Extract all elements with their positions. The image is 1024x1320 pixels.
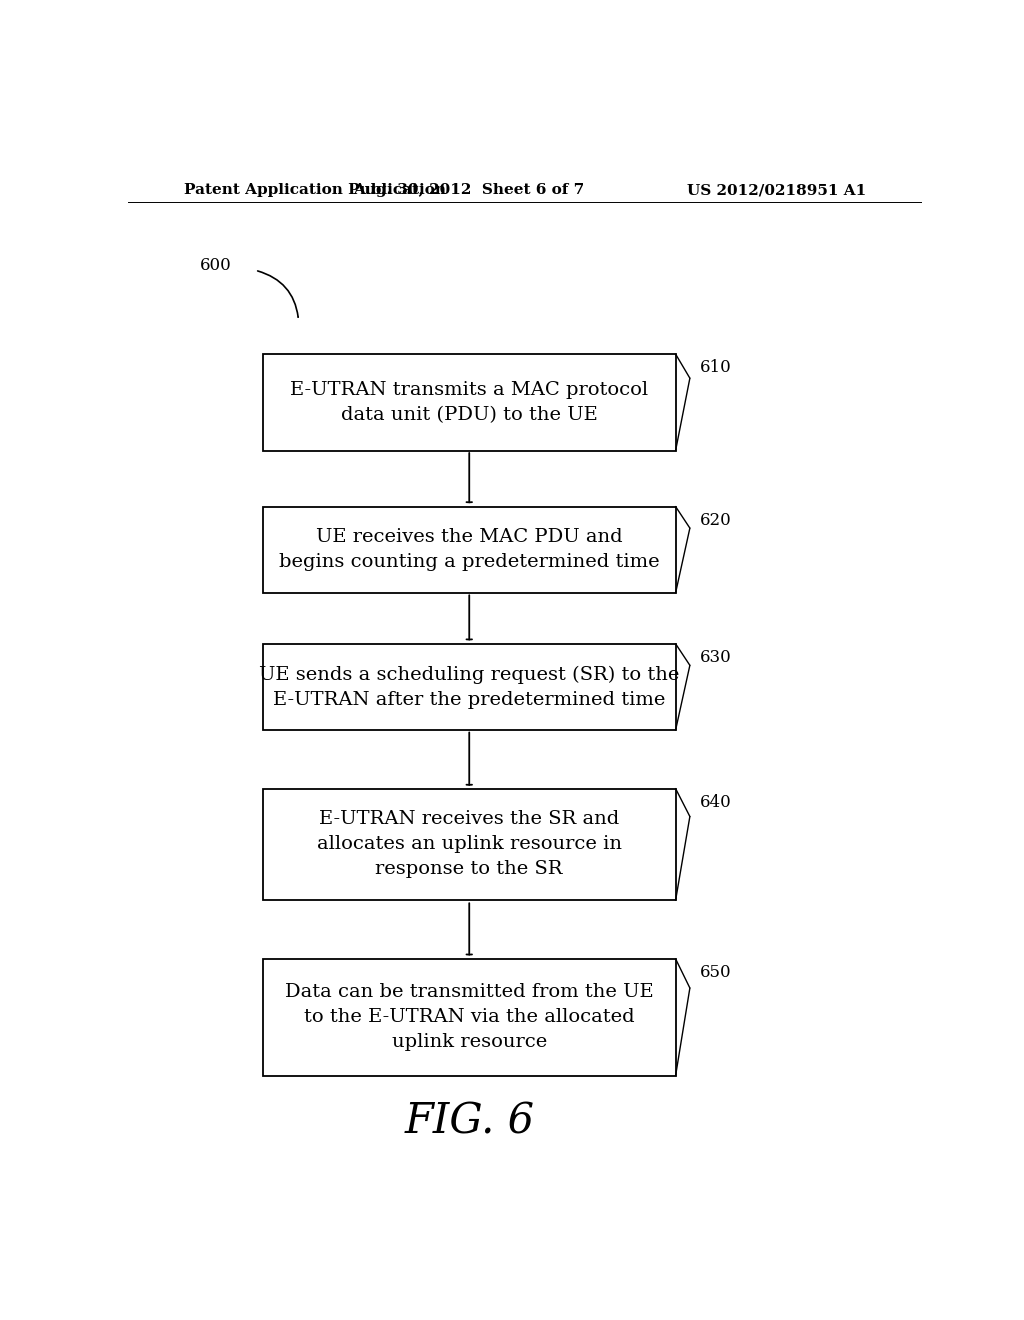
Text: 640: 640 [699,793,731,810]
Text: FIG. 6: FIG. 6 [404,1101,535,1143]
FancyBboxPatch shape [263,644,676,730]
Text: UE sends a scheduling request (SR) to the
E-UTRAN after the predetermined time: UE sends a scheduling request (SR) to th… [259,665,680,709]
Text: 620: 620 [699,512,731,528]
FancyBboxPatch shape [263,507,676,593]
Text: UE receives the MAC PDU and
begins counting a predetermined time: UE receives the MAC PDU and begins count… [279,528,659,572]
Text: 610: 610 [699,359,731,376]
FancyBboxPatch shape [263,958,676,1076]
FancyArrowPatch shape [258,271,298,317]
Text: US 2012/0218951 A1: US 2012/0218951 A1 [687,183,866,197]
FancyBboxPatch shape [263,354,676,450]
Text: E-UTRAN receives the SR and
allocates an uplink resource in
response to the SR: E-UTRAN receives the SR and allocates an… [316,810,622,879]
Text: Aug. 30, 2012  Sheet 6 of 7: Aug. 30, 2012 Sheet 6 of 7 [353,183,585,197]
Text: 600: 600 [200,256,231,273]
FancyBboxPatch shape [263,788,676,900]
Text: Patent Application Publication: Patent Application Publication [183,183,445,197]
Text: 650: 650 [699,964,731,981]
Text: 630: 630 [699,649,731,665]
Text: Data can be transmitted from the UE
to the E-UTRAN via the allocated
uplink reso: Data can be transmitted from the UE to t… [285,983,653,1051]
Text: E-UTRAN transmits a MAC protocol
data unit (PDU) to the UE: E-UTRAN transmits a MAC protocol data un… [290,381,648,424]
